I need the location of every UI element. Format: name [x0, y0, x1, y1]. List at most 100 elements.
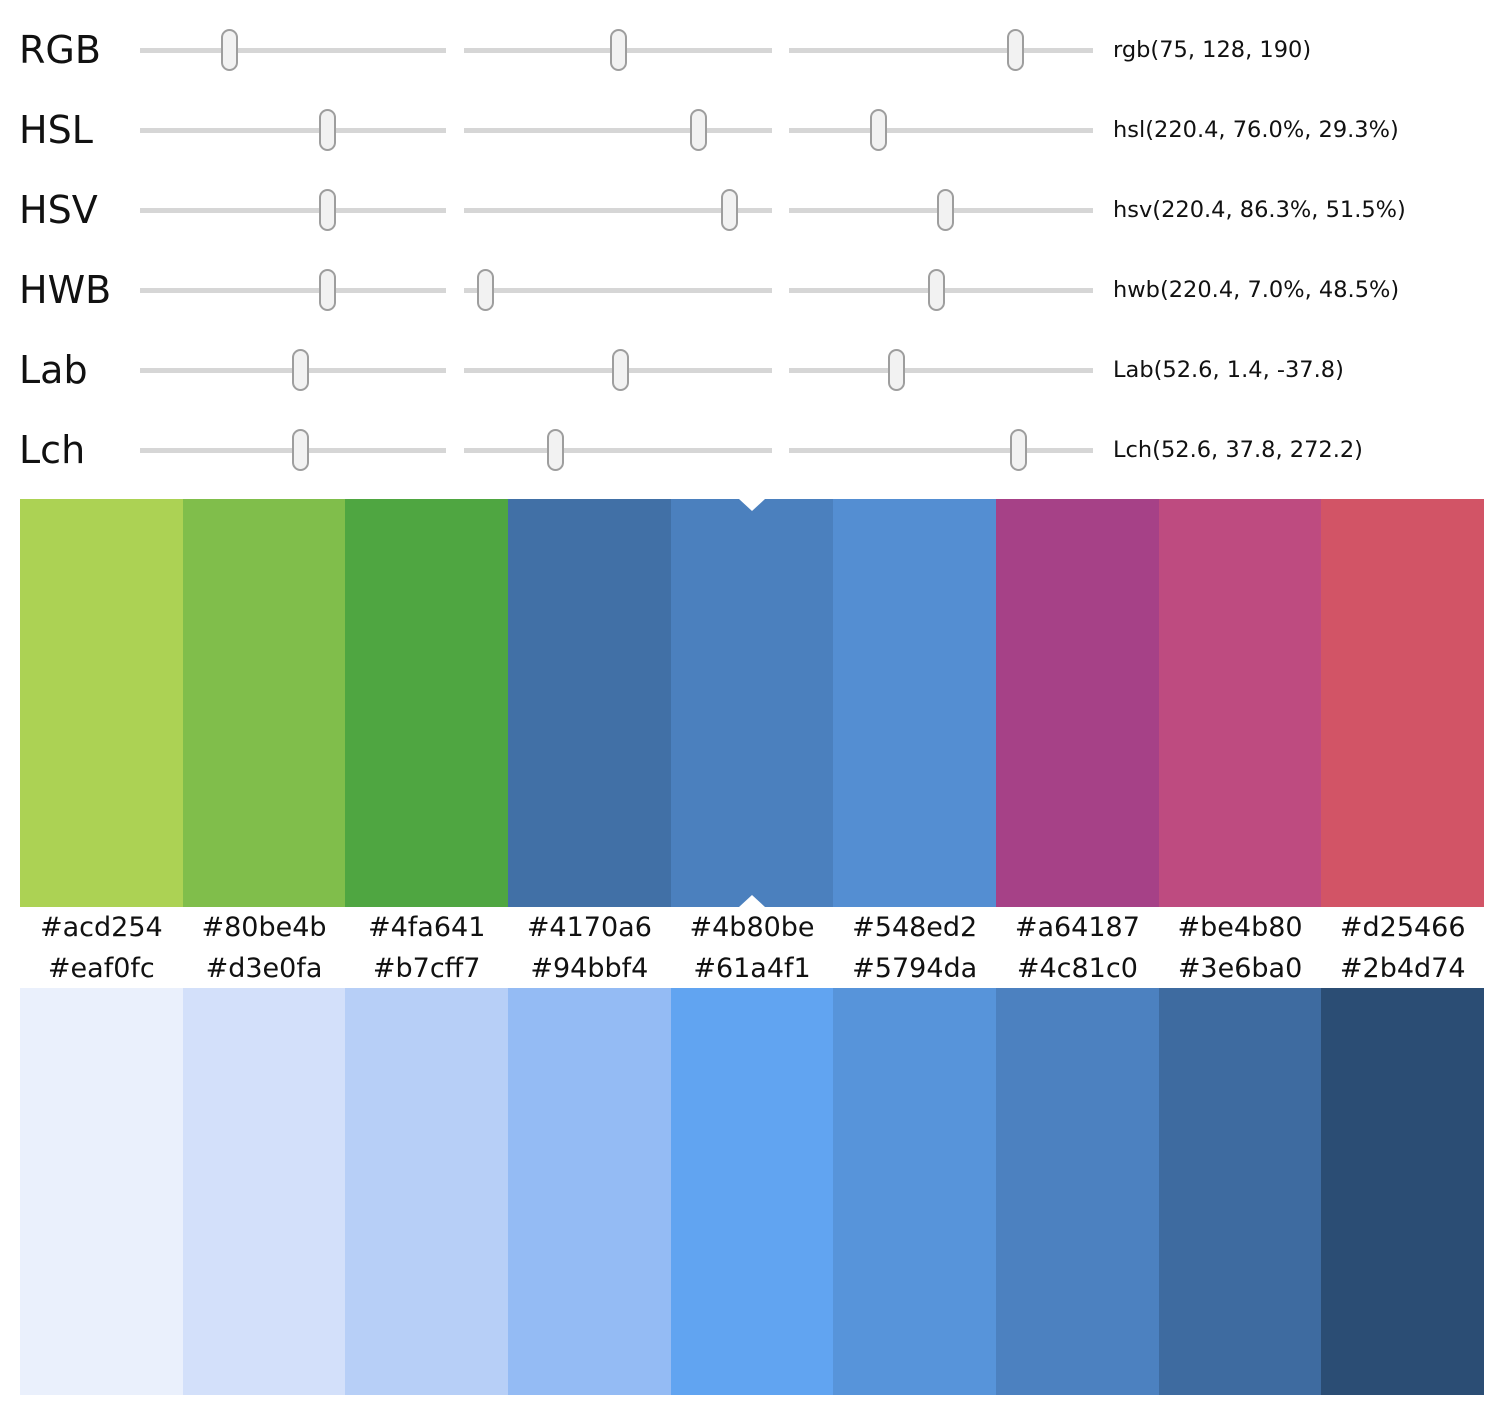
tint-hex-label-8: #3e6ba0	[1177, 953, 1303, 984]
slider-track[interactable]	[789, 367, 1093, 373]
slider-track[interactable]	[464, 287, 772, 293]
slider-thumb[interactable]	[869, 109, 887, 151]
slider-track[interactable]	[464, 447, 772, 453]
slider-thumb[interactable]	[927, 269, 945, 311]
hue-swatch-8[interactable]	[1158, 499, 1322, 907]
hue-hex-label-3: #4fa641	[367, 912, 486, 943]
tint-hex-label-5: #61a4f1	[693, 953, 811, 984]
hue-hex-labels: #acd254 #80be4b #4fa641 #4170a6 #4b80be #548e…	[20, 905, 1484, 950]
tint-swatch-2[interactable]	[182, 988, 346, 1395]
slider-thumb[interactable]	[292, 429, 310, 471]
tint-swatch-5[interactable]	[670, 988, 834, 1395]
tint-hex-labels: #eaf0fc #d3e0fa #b7cff7 #94bbf4 #61a4f1 #5794…	[20, 949, 1484, 989]
hue-swatch-6[interactable]	[833, 499, 997, 907]
lab-slider-3[interactable]	[789, 330, 1093, 410]
hue-hex-label-4: #4170a6	[526, 912, 652, 943]
slider-track[interactable]	[789, 447, 1093, 453]
hue-hex-label-6: #548ed2	[852, 912, 978, 943]
slider-row-lch: Lch Lch(52.6, 37.8, 272.2)	[0, 410, 1501, 490]
hue-swatch-3[interactable]	[345, 499, 509, 907]
slider-row-label-lab: Lab	[19, 348, 88, 392]
slider-track[interactable]	[464, 127, 772, 133]
slider-thumb[interactable]	[318, 269, 336, 311]
selected-swatch-marker-top-icon	[739, 499, 765, 511]
rgb-slider-1[interactable]	[140, 10, 446, 90]
slider-row-lab: Lab Lab(52.6, 1.4, -37.8)	[0, 330, 1501, 410]
rgb-slider-3[interactable]	[789, 10, 1093, 90]
slider-thumb[interactable]	[318, 109, 336, 151]
tint-swatch-3[interactable]	[345, 988, 509, 1395]
slider-track[interactable]	[140, 207, 446, 213]
tint-swatch-8[interactable]	[1158, 988, 1322, 1395]
slider-track[interactable]	[464, 207, 772, 213]
slider-row-label-lch: Lch	[19, 428, 86, 472]
tint-swatch-9[interactable]	[1321, 988, 1485, 1395]
lab-slider-1[interactable]	[140, 330, 446, 410]
slider-thumb[interactable]	[318, 189, 336, 231]
slider-row-hwb: HWB hwb(220.4, 7.0%, 48.5%)	[0, 250, 1501, 330]
slider-value-lab: Lab(52.6, 1.4, -37.8)	[1113, 356, 1344, 383]
slider-row-hsl: HSL hsl(220.4, 76.0%, 29.3%)	[0, 90, 1501, 170]
slider-track[interactable]	[140, 47, 446, 53]
slider-thumb[interactable]	[221, 29, 239, 71]
hue-swatch-2[interactable]	[182, 499, 346, 907]
tint-hex-label-7: #4c81c0	[1016, 953, 1138, 984]
slider-row-label-hsv: HSV	[19, 188, 98, 232]
tint-hex-label-6: #5794da	[852, 953, 978, 984]
hue-hex-label-5: #4b80be	[689, 912, 815, 943]
slider-value-rgb: rgb(75, 128, 190)	[1113, 36, 1312, 63]
hsl-slider-1[interactable]	[140, 90, 446, 170]
lab-slider-2[interactable]	[464, 330, 772, 410]
slider-thumb[interactable]	[689, 109, 707, 151]
tint-swatch-1[interactable]	[20, 988, 183, 1395]
slider-thumb[interactable]	[1010, 429, 1028, 471]
slider-thumb[interactable]	[610, 29, 628, 71]
hue-swatch-7[interactable]	[996, 499, 1159, 907]
lch-slider-1[interactable]	[140, 410, 446, 490]
slider-row-label-hwb: HWB	[19, 268, 112, 312]
hue-palette	[20, 499, 1485, 907]
hsl-slider-2[interactable]	[464, 90, 772, 170]
hue-swatch-5[interactable]	[670, 499, 834, 907]
slider-row-rgb: RGB rgb(75, 128, 190)	[0, 10, 1501, 90]
slider-thumb[interactable]	[1006, 29, 1024, 71]
lch-slider-3[interactable]	[789, 410, 1093, 490]
slider-thumb[interactable]	[937, 189, 955, 231]
slider-thumb[interactable]	[721, 189, 739, 231]
hue-hex-label-2: #80be4b	[201, 912, 327, 943]
hwb-slider-2[interactable]	[464, 250, 772, 330]
lch-slider-2[interactable]	[464, 410, 772, 490]
tint-swatch-4[interactable]	[508, 988, 671, 1395]
slider-track[interactable]	[789, 127, 1093, 133]
slider-track[interactable]	[789, 47, 1093, 53]
hwb-slider-1[interactable]	[140, 250, 446, 330]
tint-swatch-7[interactable]	[996, 988, 1159, 1395]
rgb-slider-2[interactable]	[464, 10, 772, 90]
hsv-slider-3[interactable]	[789, 170, 1093, 250]
slider-value-hsv: hsv(220.4, 86.3%, 51.5%)	[1113, 196, 1406, 223]
hwb-slider-3[interactable]	[789, 250, 1093, 330]
slider-thumb[interactable]	[547, 429, 565, 471]
slider-track[interactable]	[140, 127, 446, 133]
hue-swatch-9[interactable]	[1321, 499, 1485, 907]
slider-thumb[interactable]	[477, 269, 495, 311]
hue-swatch-1[interactable]	[20, 499, 183, 907]
hue-hex-label-9: #d25466	[1339, 912, 1466, 943]
tint-hex-label-9: #2b4d74	[1339, 953, 1466, 984]
hue-hex-label-1: #acd254	[39, 912, 163, 943]
slider-row-hsv: HSV hsv(220.4, 86.3%, 51.5%)	[0, 170, 1501, 250]
slider-thumb[interactable]	[292, 349, 310, 391]
hue-swatch-4[interactable]	[508, 499, 671, 907]
slider-value-lch: Lch(52.6, 37.8, 272.2)	[1113, 436, 1363, 463]
hsv-slider-1[interactable]	[140, 170, 446, 250]
tint-hex-label-4: #94bbf4	[530, 953, 649, 984]
hsl-slider-3[interactable]	[789, 90, 1093, 170]
tint-hex-label-3: #b7cff7	[372, 953, 481, 984]
slider-track[interactable]	[140, 287, 446, 293]
hsv-slider-2[interactable]	[464, 170, 772, 250]
slider-thumb[interactable]	[888, 349, 906, 391]
tint-swatch-6[interactable]	[833, 988, 997, 1395]
hue-hex-label-7: #a64187	[1014, 912, 1140, 943]
slider-thumb[interactable]	[611, 349, 629, 391]
